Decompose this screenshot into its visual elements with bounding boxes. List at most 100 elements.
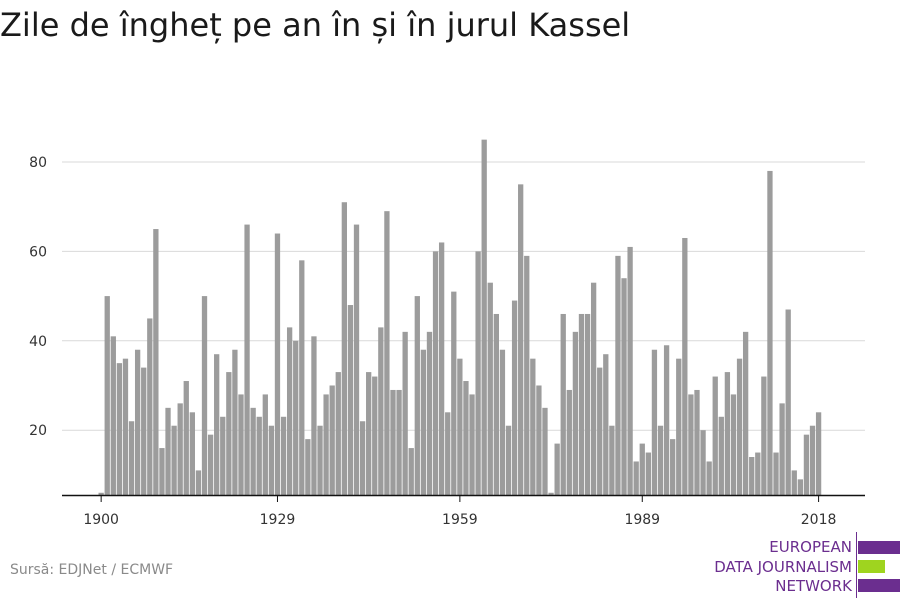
- y-tick-label: 40: [29, 334, 47, 350]
- bar-1980: [584, 313, 591, 495]
- bar-2016: [803, 434, 810, 495]
- logo-divider: [856, 532, 857, 598]
- bar-1958: [451, 291, 457, 495]
- bar-1916: [195, 470, 202, 495]
- bar-1978: [572, 331, 579, 495]
- bar-1920: [220, 416, 226, 495]
- bar-1921: [226, 372, 232, 495]
- bar-1918: [207, 434, 214, 495]
- bar-1926: [256, 416, 262, 495]
- bar-1905: [128, 421, 135, 495]
- logo-line-data-journalism: DATA JOURNALISM: [714, 558, 852, 576]
- bar-2007: [749, 457, 755, 495]
- bar-1917: [201, 296, 208, 495]
- y-tick-label: 60: [29, 244, 47, 260]
- bar-2009: [761, 376, 767, 495]
- y-tick-label: 80: [29, 155, 47, 171]
- logo-line-european: EUROPEAN: [769, 538, 852, 556]
- bar-1915: [189, 412, 195, 495]
- bar-1977: [566, 389, 572, 495]
- bar-2015: [797, 479, 803, 495]
- logo-line-network: NETWORK: [775, 577, 852, 595]
- bar-1948: [390, 389, 396, 495]
- bar-1933: [299, 260, 305, 495]
- bar-1919: [214, 354, 220, 495]
- bar-1900: [98, 492, 104, 495]
- bar-1914: [183, 381, 189, 495]
- bar-2012: [779, 403, 785, 495]
- bar-1984: [609, 425, 615, 495]
- bar-1940: [341, 202, 347, 495]
- bar-1931: [286, 327, 293, 495]
- bar-1993: [663, 345, 670, 495]
- y-tick-label: 20: [29, 423, 47, 439]
- bar-1901: [104, 296, 110, 495]
- bar-1925: [250, 407, 256, 495]
- bar-1981: [590, 282, 597, 495]
- bar-1904: [122, 358, 129, 495]
- bar-1974: [548, 492, 554, 495]
- bar-1928: [268, 425, 275, 495]
- bar-1999: [700, 430, 706, 495]
- bar-1936: [317, 425, 323, 495]
- logo-green-bar: [858, 560, 885, 573]
- bar-1965: [493, 313, 499, 495]
- bar-1951: [408, 448, 414, 495]
- bar-1975: [554, 443, 560, 495]
- bar-1952: [414, 296, 420, 495]
- bar-1990: [645, 452, 651, 495]
- bar-1907: [141, 367, 147, 495]
- bar-2001: [712, 376, 718, 495]
- bar-2005: [736, 358, 743, 495]
- bar-1950: [402, 331, 408, 495]
- bar-1911: [165, 407, 171, 495]
- bar-1942: [353, 224, 360, 495]
- bar-1924: [244, 224, 250, 495]
- bar-2013: [785, 309, 791, 495]
- edjnet-logo[interactable]: EUROPEAN DATA JOURNALISM NETWORK: [700, 530, 900, 600]
- bar-1968: [511, 300, 518, 495]
- bar-1934: [305, 439, 311, 495]
- logo-purple-bar-top: [858, 541, 900, 554]
- bar-1945: [372, 376, 378, 495]
- bar-1966: [499, 349, 506, 495]
- bar-1935: [311, 336, 317, 495]
- x-tick-label: 1929: [260, 512, 296, 528]
- bar-1903: [116, 363, 123, 495]
- bar-2017: [809, 425, 816, 495]
- bar-1923: [238, 394, 244, 495]
- bar-1932: [293, 340, 299, 495]
- bar-1913: [177, 403, 183, 495]
- bar-1988: [633, 461, 639, 495]
- bar-2006: [742, 331, 749, 495]
- bar-1902: [110, 336, 116, 495]
- bar-1938: [329, 385, 335, 495]
- bar-1949: [396, 389, 402, 495]
- bar-1979: [578, 313, 585, 495]
- bar-2008: [755, 452, 761, 495]
- bar-1944: [366, 372, 372, 495]
- bar-1946: [378, 327, 384, 495]
- x-tick-label: 1900: [83, 512, 119, 528]
- bar-1961: [469, 394, 475, 495]
- bar-1943: [359, 421, 366, 495]
- bar-1947: [384, 211, 390, 495]
- bar-1956: [438, 242, 445, 495]
- bar-1973: [542, 407, 548, 495]
- bar-1971: [530, 358, 536, 495]
- bar-1954: [426, 331, 433, 495]
- bar-1972: [536, 385, 542, 495]
- bar-1906: [134, 349, 141, 495]
- bar-1908: [147, 318, 153, 495]
- bar-1986: [621, 278, 627, 495]
- bar-1992: [657, 425, 664, 495]
- bar-1991: [651, 349, 658, 495]
- logo-purple-bar-bottom: [858, 579, 900, 592]
- bar-1962: [475, 251, 481, 495]
- bar-1996: [682, 237, 688, 495]
- bar-1937: [323, 394, 329, 495]
- bar-1909: [153, 229, 159, 495]
- bar-1930: [280, 416, 287, 495]
- bar-1982: [597, 367, 603, 495]
